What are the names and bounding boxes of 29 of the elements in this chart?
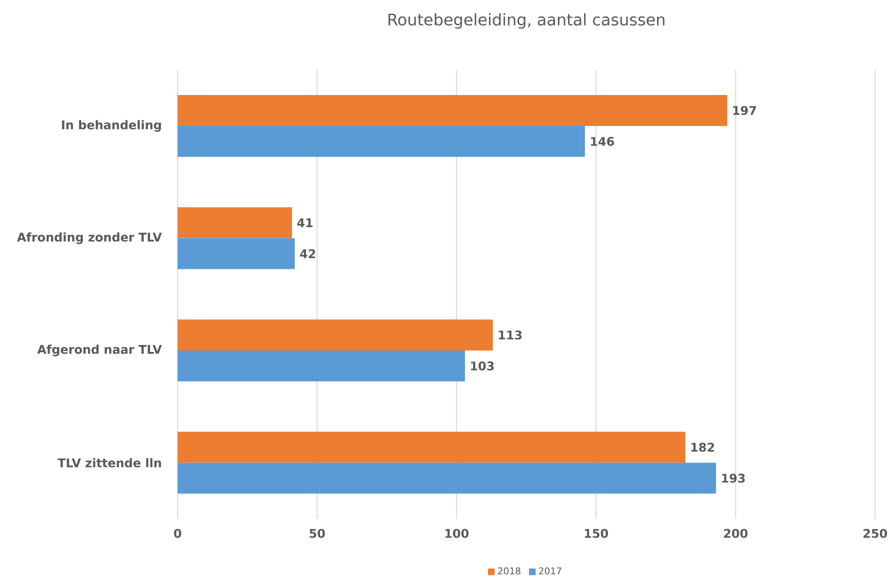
- y-tick-label: Afronding zonder TLV: [17, 232, 162, 244]
- data-label: 113: [498, 330, 522, 340]
- bar: [178, 320, 493, 351]
- y-tick-label: TLV zittende lln: [58, 458, 161, 468]
- bar: [178, 95, 728, 126]
- data-label: 146: [590, 137, 614, 146]
- bar: [178, 462, 716, 494]
- bar: [178, 238, 295, 270]
- data-label: 182: [691, 442, 714, 452]
- data-label: 103: [471, 362, 494, 371]
- bar: [178, 350, 465, 382]
- legend-label: 2017: [539, 568, 562, 575]
- x-tick-label: 100: [445, 529, 469, 538]
- x-tick-label: 150: [584, 529, 608, 538]
- data-label: 197: [733, 106, 756, 116]
- y-tick-label: In behandeling: [62, 120, 161, 132]
- y-tick-label: Afgerond naar TLV: [37, 344, 162, 356]
- x-tick-label: 200: [724, 529, 748, 538]
- x-tick-label: 250: [864, 529, 888, 538]
- bar: [178, 207, 292, 238]
- x-tick-label: 0: [174, 529, 182, 538]
- chart-title: Routebegeleiding, aantal casussen: [388, 13, 664, 29]
- data-label: 193: [722, 474, 745, 483]
- x-tick-label: 50: [310, 529, 325, 538]
- legend-label: 2018: [498, 568, 520, 575]
- bar: [178, 126, 585, 158]
- bar: [178, 432, 686, 463]
- data-label: 42: [300, 249, 316, 258]
- data-label: 41: [297, 218, 313, 228]
